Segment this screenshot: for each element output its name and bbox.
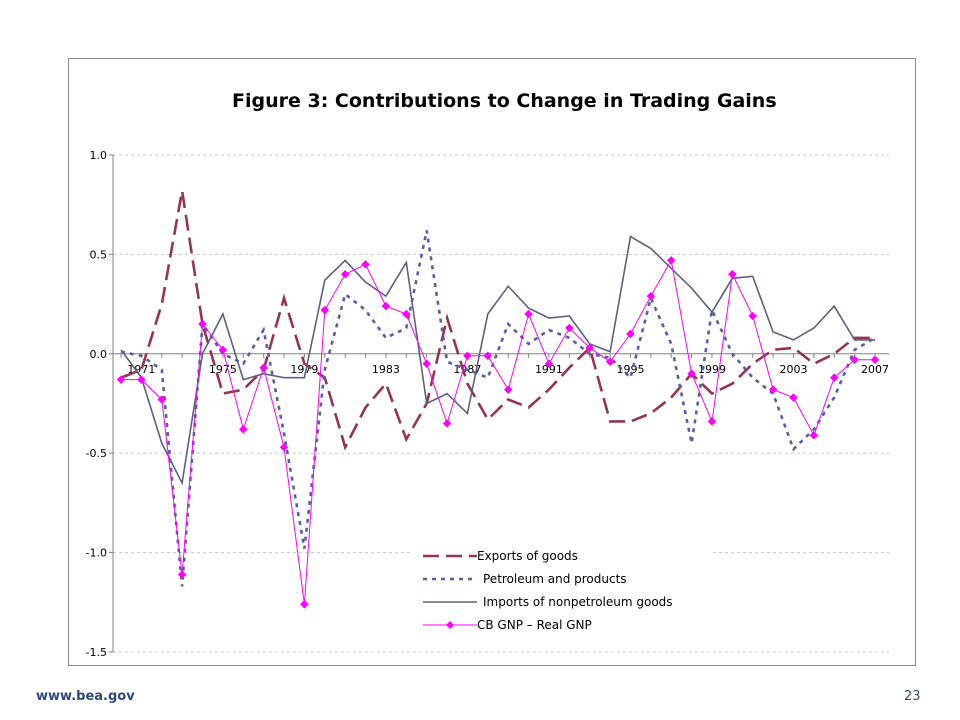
data-point [544, 359, 554, 369]
data-point [381, 301, 391, 311]
x-tick-label: 1995 [616, 363, 644, 376]
data-point [442, 419, 452, 428]
data-point [238, 424, 248, 434]
x-tick-label: 1975 [209, 363, 237, 376]
data-point [585, 343, 595, 353]
legend-label: Exports of goods [477, 549, 578, 563]
data-point [524, 309, 533, 319]
x-tick-label: 1979 [290, 363, 318, 376]
data-point [300, 599, 309, 609]
data-point [116, 375, 126, 384]
data-point [768, 385, 778, 394]
data-point [727, 269, 737, 279]
data-point [789, 393, 798, 402]
data-point [259, 363, 269, 373]
data-point [605, 357, 615, 367]
data-point [646, 291, 656, 301]
y-tick-label: -1.0 [86, 547, 107, 560]
data-point [422, 359, 432, 369]
footer-url[interactable]: www.bea.gov [36, 689, 135, 704]
data-point [748, 311, 758, 321]
x-tick-label: 1991 [535, 363, 563, 376]
series-line-3 [120, 235, 875, 486]
data-point [157, 395, 167, 404]
data-point [137, 375, 146, 384]
data-point [320, 305, 330, 315]
data-point [850, 355, 859, 365]
y-tick-label: 0.5 [90, 248, 108, 261]
series-line-1 [120, 190, 875, 451]
data-point [707, 417, 717, 426]
legend-label: Imports of nonpetroleum goods [483, 595, 673, 609]
data-point [809, 430, 819, 440]
data-point [829, 373, 839, 383]
legend-label: CB GNP – Real GNP [477, 618, 592, 632]
legend-marker [446, 621, 454, 629]
y-tick-label: -1.5 [86, 646, 107, 659]
legend: Exports of goods Petroleum and products Im… [413, 543, 713, 643]
data-point [483, 351, 493, 361]
series-line-4 [121, 258, 875, 605]
data-point [463, 351, 472, 361]
series-layer [116, 190, 880, 609]
data-point [666, 256, 676, 265]
data-point [340, 269, 350, 279]
data-point [198, 319, 207, 329]
legend-box [413, 543, 713, 643]
x-tick-label: 2007 [861, 363, 889, 376]
y-tick-label: -0.5 [86, 447, 107, 460]
data-point [218, 345, 228, 355]
data-point [361, 259, 370, 269]
data-point [177, 570, 187, 579]
data-point [401, 309, 411, 319]
data-point [626, 329, 635, 339]
data-point [564, 323, 574, 333]
y-tick-label: 1.0 [90, 149, 108, 162]
x-tick-label: 1983 [372, 363, 400, 376]
chart-title: Figure 3: Contributions to Change in Tra… [232, 90, 777, 112]
data-point [687, 369, 696, 379]
data-point [279, 442, 289, 452]
data-point [503, 385, 513, 394]
x-tick-label: 2003 [779, 363, 807, 376]
data-point [870, 355, 880, 365]
legend-label: Petroleum and products [483, 572, 627, 586]
page-number: 23 [904, 689, 921, 704]
chart-frame: Figure 3: Contributions to Change in Tra… [68, 58, 916, 666]
line-chart: Figure 3: Contributions to Change in Tra… [86, 90, 889, 659]
y-tick-label: 0.0 [90, 348, 108, 361]
